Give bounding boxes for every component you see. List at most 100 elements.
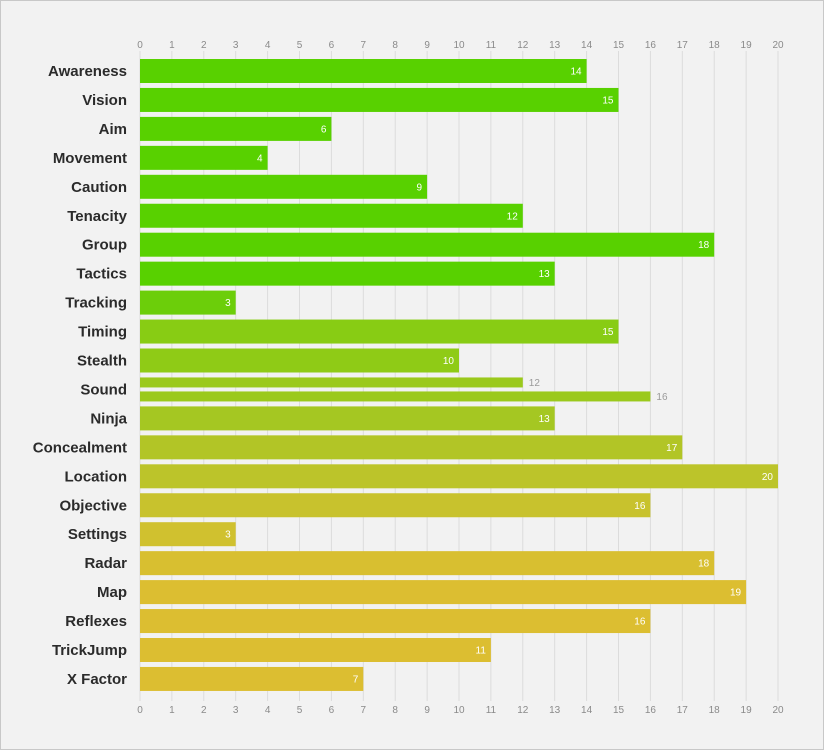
x-tick-top-4: 4 <box>265 40 271 51</box>
x-tick-bottom-14: 14 <box>581 705 593 716</box>
bar-tactics <box>140 261 555 286</box>
bar-value-timing: 15 <box>602 327 614 338</box>
category-label-timing: Timing <box>78 324 127 341</box>
x-tick-top-2: 2 <box>201 40 207 51</box>
bar-value-sound-2: 16 <box>656 392 668 403</box>
bar-value-tracking: 3 <box>225 298 231 309</box>
category-label-reflexes: Reflexes <box>65 613 127 630</box>
x-tick-top-0: 0 <box>137 40 143 51</box>
x-tick-top-9: 9 <box>424 40 430 51</box>
category-label-awareness: Awareness <box>48 63 127 80</box>
bar-value-x-factor: 7 <box>353 674 359 685</box>
category-label-tactics: Tactics <box>76 266 127 283</box>
x-tick-bottom-5: 5 <box>297 705 303 716</box>
x-tick-top-6: 6 <box>329 40 335 51</box>
x-tick-bottom-18: 18 <box>709 705 721 716</box>
bar-awareness <box>140 59 587 83</box>
x-tick-top-19: 19 <box>741 40 753 51</box>
category-label-caution: Caution <box>71 179 127 196</box>
x-tick-top-7: 7 <box>361 40 367 51</box>
bar-stealth <box>140 348 459 373</box>
bar-objective <box>140 493 651 518</box>
category-label-sound: Sound <box>80 381 127 398</box>
category-label-objective: Objective <box>59 497 127 514</box>
bar-value-vision: 15 <box>602 95 614 106</box>
bar-value-caution: 9 <box>417 182 423 193</box>
bar-trickjump <box>140 638 491 662</box>
bar-ninja <box>140 406 555 431</box>
x-tick-bottom-8: 8 <box>392 705 398 716</box>
bar-x-factor <box>140 666 364 691</box>
bar-value-awareness: 14 <box>570 67 582 78</box>
bar-value-stealth: 10 <box>443 356 455 367</box>
category-label-ninja: Ninja <box>90 410 127 427</box>
x-tick-bottom-13: 13 <box>549 705 561 716</box>
x-tick-bottom-20: 20 <box>772 705 784 716</box>
bar-reflexes <box>140 609 651 634</box>
bar-value-tactics: 13 <box>539 269 551 280</box>
x-tick-bottom-7: 7 <box>361 705 367 716</box>
category-label-vision: Vision <box>82 92 127 109</box>
x-tick-bottom-6: 6 <box>329 705 335 716</box>
category-label-aim: Aim <box>99 121 127 138</box>
x-tick-bottom-10: 10 <box>453 705 465 716</box>
x-tick-bottom-3: 3 <box>233 705 239 716</box>
category-label-radar: Radar <box>84 555 127 572</box>
bar-value-radar: 18 <box>698 559 710 570</box>
x-tick-top-5: 5 <box>297 40 303 51</box>
bar-aim <box>140 116 332 141</box>
x-tick-top-12: 12 <box>517 40 529 51</box>
x-tick-top-15: 15 <box>613 40 625 51</box>
bar-sound-1 <box>140 377 523 388</box>
bar-value-settings: 3 <box>225 530 231 541</box>
bar-tenacity <box>140 203 523 228</box>
bar-movement <box>140 145 268 170</box>
category-label-stealth: Stealth <box>77 353 127 370</box>
category-label-map: Map <box>97 584 127 601</box>
bar-sound-2 <box>140 391 651 402</box>
x-tick-top-20: 20 <box>772 40 784 51</box>
bar-group <box>140 232 715 257</box>
x-tick-bottom-15: 15 <box>613 705 625 716</box>
x-tick-top-8: 8 <box>392 40 398 51</box>
x-tick-top-14: 14 <box>581 40 593 51</box>
x-tick-bottom-9: 9 <box>424 705 430 716</box>
category-label-tenacity: Tenacity <box>67 208 127 225</box>
bar-value-trickjump: 11 <box>476 646 487 657</box>
x-tick-top-18: 18 <box>709 40 721 51</box>
bar-location <box>140 464 778 489</box>
x-tick-top-1: 1 <box>169 40 175 51</box>
x-tick-bottom-11: 11 <box>486 705 497 716</box>
x-tick-top-17: 17 <box>677 40 689 51</box>
bar-radar <box>140 551 715 576</box>
bar-settings <box>140 522 236 547</box>
bar-value-reflexes: 16 <box>634 617 646 628</box>
category-label-settings: Settings <box>68 526 127 543</box>
bar-caution <box>140 174 428 199</box>
bar-concealment <box>140 435 683 460</box>
x-tick-bottom-19: 19 <box>741 705 753 716</box>
x-tick-bottom-1: 1 <box>169 705 175 716</box>
x-tick-bottom-12: 12 <box>517 705 529 716</box>
category-label-location: Location <box>65 468 128 485</box>
category-label-movement: Movement <box>53 150 127 167</box>
bar-value-tenacity: 12 <box>507 211 519 222</box>
category-label-concealment: Concealment <box>33 439 127 456</box>
bar-vision <box>140 87 619 112</box>
x-tick-top-13: 13 <box>549 40 561 51</box>
x-tick-top-16: 16 <box>645 40 657 51</box>
bar-value-map: 19 <box>730 588 742 599</box>
x-tick-bottom-2: 2 <box>201 705 207 716</box>
x-tick-bottom-16: 16 <box>645 705 657 716</box>
bar-map <box>140 580 747 605</box>
bar-value-sound-1: 12 <box>529 378 541 389</box>
x-tick-top-10: 10 <box>453 40 465 51</box>
x-tick-bottom-17: 17 <box>677 705 689 716</box>
x-tick-top-3: 3 <box>233 40 239 51</box>
x-tick-top-11: 11 <box>486 40 497 51</box>
category-label-trickjump: TrickJump <box>52 642 127 659</box>
category-label-x-factor: X Factor <box>67 671 127 688</box>
bar-value-concealment: 17 <box>666 443 678 454</box>
x-tick-bottom-4: 4 <box>265 705 271 716</box>
